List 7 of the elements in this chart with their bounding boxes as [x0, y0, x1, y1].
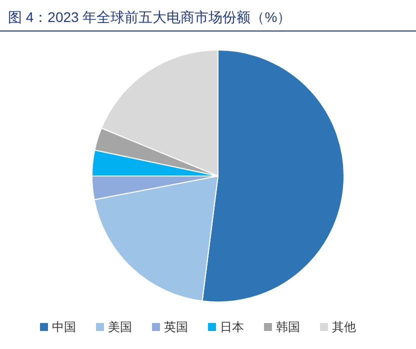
legend-label: 其他: [332, 320, 356, 334]
chart-title: 图 4：2023 年全球前五大电商市场份额（%）: [8, 9, 292, 25]
legend-label: 中国: [52, 320, 76, 334]
legend-label: 韩国: [276, 320, 300, 334]
legend-label: 英国: [164, 320, 188, 334]
legend-label: 日本: [220, 320, 244, 334]
legend-label: 美国: [108, 320, 132, 334]
